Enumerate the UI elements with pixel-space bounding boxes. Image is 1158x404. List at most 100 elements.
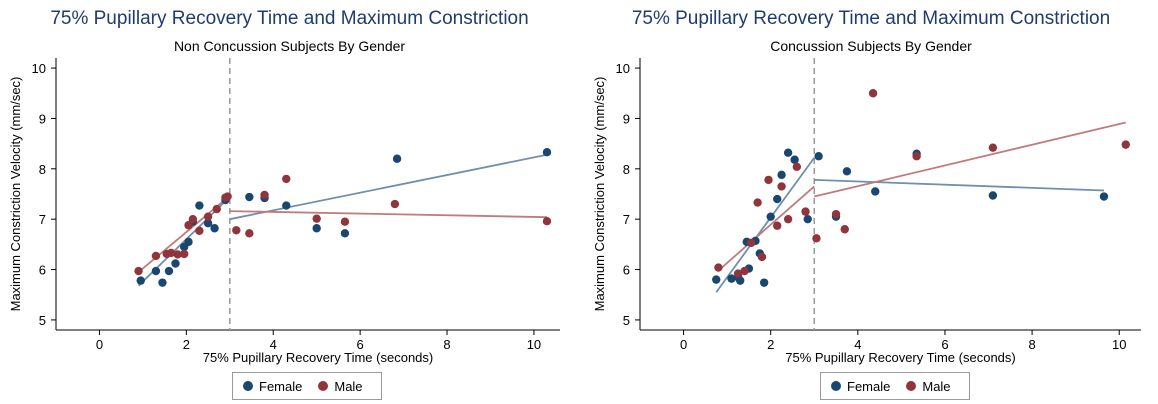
y-tick-label: 10 <box>616 61 630 76</box>
legend-item-female: Female <box>831 379 890 394</box>
data-point-female <box>282 201 291 210</box>
data-point-male <box>542 217 552 226</box>
data-point-male <box>232 226 241 235</box>
chart-subtitle: Concussion Subjects By Gender <box>770 38 972 54</box>
legend-item-female: Female <box>243 379 302 394</box>
x-axis-title: 75% Pupillary Recovery Time (seconds) <box>785 350 1015 365</box>
data-point-female <box>136 276 145 285</box>
data-point-female <box>164 266 174 276</box>
data-point-female <box>245 192 254 202</box>
data-point-female <box>814 152 823 161</box>
data-point-male <box>179 249 189 259</box>
data-point-male <box>173 250 182 259</box>
data-point-male <box>773 221 782 230</box>
y-axis-title: Maximum Constriction Velocity (mm/sec) <box>8 77 23 312</box>
data-point-female <box>759 278 769 287</box>
data-point-male <box>912 152 921 161</box>
data-point-male <box>831 209 841 219</box>
data-point-male <box>746 238 756 248</box>
data-point-female <box>736 276 745 285</box>
x-tick-label: 0 <box>96 337 103 352</box>
data-point-female <box>203 219 213 228</box>
y-tick-label: 7 <box>39 212 46 227</box>
legend-marker-female <box>831 381 841 391</box>
data-point-female <box>712 275 721 284</box>
data-point-male <box>245 229 254 238</box>
chart-subtitle: Non Concussion Subjects By Gender <box>173 38 406 54</box>
y-tick-label: 8 <box>39 162 46 177</box>
data-point-male <box>282 174 291 184</box>
chart-title: 75% Pupillary Recovery Time and Maximum … <box>50 8 529 29</box>
data-point-male <box>223 192 232 201</box>
y-tick-label: 8 <box>623 162 630 177</box>
data-point-male <box>260 190 269 200</box>
data-point-male <box>203 212 213 221</box>
data-point-male <box>792 162 802 171</box>
chart-panel-concussion: 75% Pupillary Recovery Time and Maximum … <box>584 0 1158 404</box>
fit-line-male <box>814 121 1126 198</box>
data-point-male <box>188 214 198 224</box>
data-point-female <box>803 214 812 224</box>
fit-line-female <box>229 153 548 221</box>
data-point-female <box>195 201 204 210</box>
y-axis-title: Maximum Constriction Velocity (mm/sec) <box>592 77 607 312</box>
y-tick-label: 9 <box>39 111 46 126</box>
x-tick-label: 6 <box>357 337 364 352</box>
x-tick-label: 4 <box>854 337 861 352</box>
data-point-male <box>195 226 204 235</box>
fit-line-female <box>715 157 815 293</box>
data-point-female <box>766 212 775 221</box>
data-point-female <box>210 224 219 233</box>
chart-panel-nonconcussion: 75% Pupillary Recovery Time and Maximum … <box>8 8 560 400</box>
data-point-male <box>753 198 762 207</box>
data-point-male <box>733 269 743 278</box>
data-point-female <box>783 148 793 157</box>
fit-line-female <box>814 178 1105 192</box>
chart-title: 75% Pupillary Recovery Time and Maximum … <box>631 8 1111 29</box>
x-tick-label: 2 <box>767 337 774 352</box>
data-point-male <box>777 182 786 191</box>
x-tick-label: 10 <box>1112 337 1126 352</box>
data-point-male <box>988 143 998 152</box>
data-point-female <box>340 229 350 238</box>
x-tick-label: 2 <box>183 337 190 352</box>
x-axis-title: 75% Pupillary Recovery Time (seconds) <box>203 350 433 365</box>
data-point-male <box>868 89 878 98</box>
data-point-male <box>166 248 176 258</box>
legend-label: Male <box>922 378 951 394</box>
data-point-female <box>773 194 782 204</box>
data-point-female <box>392 154 402 163</box>
x-tick-label: 10 <box>527 337 541 352</box>
legend-label: Female <box>259 378 303 394</box>
data-point-female <box>1099 192 1109 201</box>
data-point-male <box>184 221 193 230</box>
y-tick-label: 6 <box>623 263 630 278</box>
y-tick-label: 7 <box>623 212 630 227</box>
data-point-male <box>714 263 723 272</box>
x-tick-label: 8 <box>443 337 450 352</box>
y-tick-label: 10 <box>32 61 46 76</box>
data-point-female <box>777 170 786 180</box>
data-point-male <box>783 214 793 224</box>
scatter-plot: 0 2 4 6 8 10 5 6 7 8 9 10 75% Pupillary Recovery Tim… <box>592 58 1141 365</box>
y-tick-label: 5 <box>623 313 630 328</box>
fit-line-male <box>229 210 547 219</box>
x-tick-label: 8 <box>1028 337 1035 352</box>
data-point-male <box>390 199 400 209</box>
data-point-female <box>171 259 180 268</box>
data-point-male <box>151 251 161 261</box>
legend-item-male: Male <box>906 378 951 394</box>
data-point-female <box>542 147 552 157</box>
data-point-male <box>801 207 810 216</box>
data-point-male <box>340 217 350 226</box>
data-point-female <box>842 167 852 176</box>
y-tick-label: 5 <box>39 313 46 328</box>
data-point-male <box>764 175 773 185</box>
y-tick-label: 9 <box>623 111 630 126</box>
data-point-female <box>158 278 167 287</box>
data-point-female <box>151 266 161 276</box>
data-point-female <box>988 191 998 200</box>
legend-item-male: Male <box>318 378 363 394</box>
fit-line-male <box>717 185 815 272</box>
legend-label: Male <box>334 378 363 394</box>
